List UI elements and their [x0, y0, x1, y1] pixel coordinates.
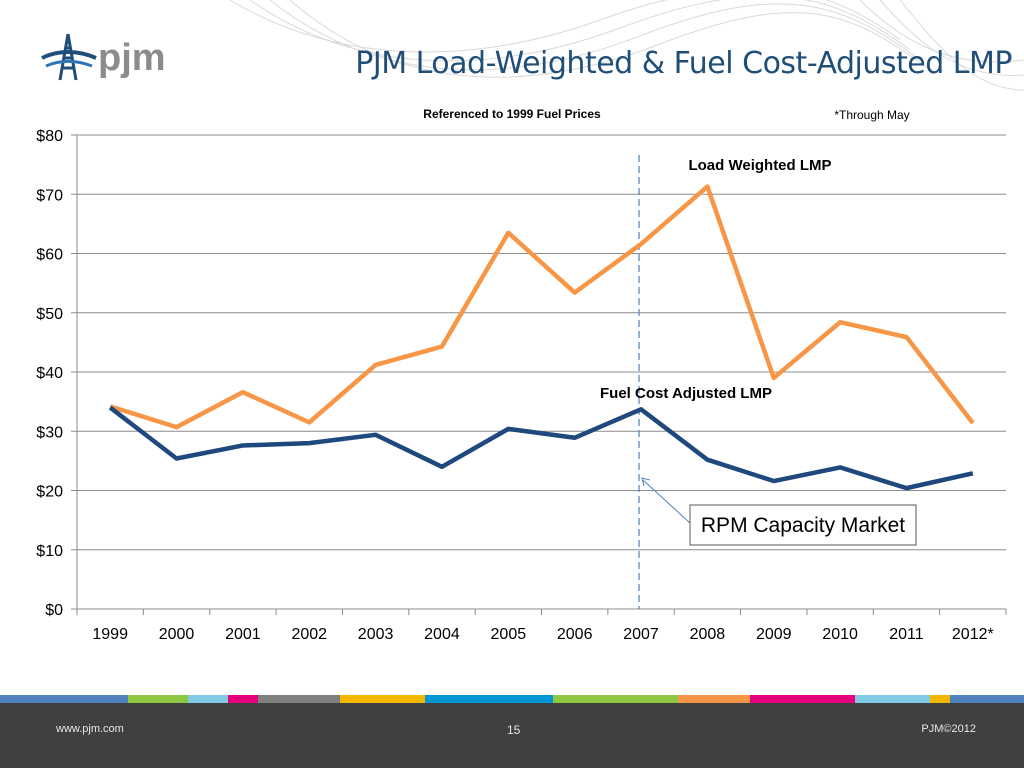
y-tick-label: $60 — [36, 247, 63, 264]
y-tick-label: $30 — [36, 424, 63, 441]
x-tick-label: 2011 — [889, 626, 924, 643]
y-tick-label: $80 — [36, 128, 63, 145]
footer-copyright: PJM©2012 — [921, 723, 976, 735]
x-tick-label: 2007 — [623, 626, 659, 643]
callout-box — [689, 504, 917, 546]
callout-arrowhead — [641, 477, 651, 487]
x-tick-label: 2009 — [756, 626, 792, 643]
y-tick-label: $40 — [36, 365, 63, 382]
x-tick-label: 2002 — [291, 626, 327, 643]
color-strip — [0, 695, 1024, 703]
series-label-load-weighted: Load Weighted LMP — [688, 157, 831, 174]
callout-text: RPM Capacity Market — [701, 514, 905, 537]
x-tick-label: 2003 — [358, 626, 394, 643]
x-tick-label: 2008 — [690, 626, 726, 643]
logo-text: pjm — [98, 37, 166, 79]
x-tick-label: 2006 — [557, 626, 593, 643]
series-line-load-weighted — [109, 184, 975, 430]
series-line-fuel-adjusted — [108, 405, 974, 491]
slide-title: PJM Load-Weighted & Fuel Cost-Adjusted L… — [355, 46, 1012, 81]
series-label-fuel-adjusted: Fuel Cost Adjusted LMP — [600, 385, 772, 402]
lmp-line-chart: Referenced to 1999 Fuel Prices *Through … — [36, 107, 1007, 643]
callout-pointer — [642, 479, 691, 524]
x-tick-label: 2004 — [424, 626, 460, 643]
page-number: 15 — [507, 723, 521, 737]
y-tick-label: $20 — [36, 484, 63, 501]
footer-website[interactable]: www.pjm.com — [56, 723, 124, 735]
pjm-logo: pjm — [41, 33, 166, 81]
y-tick-label: $0 — [45, 602, 63, 619]
x-tick-label: 2001 — [225, 626, 261, 643]
y-tick-label: $10 — [36, 543, 63, 560]
x-tick-label: 2005 — [491, 626, 527, 643]
background-swoosh — [229, 0, 1024, 91]
chart-subtitle: Referenced to 1999 Fuel Prices — [423, 107, 601, 121]
x-tick-label: 2000 — [159, 626, 195, 643]
chart-note: *Through May — [834, 108, 909, 122]
x-tick-label: 2012* — [952, 626, 994, 643]
y-tick-label: $70 — [36, 187, 63, 204]
x-tick-label: 2010 — [822, 626, 858, 643]
power-tower-icon — [41, 33, 97, 81]
y-tick-label: $50 — [36, 306, 63, 323]
footer: www.pjm.com 15 PJM©2012 — [0, 695, 1024, 768]
x-tick-label: 1999 — [92, 626, 128, 643]
